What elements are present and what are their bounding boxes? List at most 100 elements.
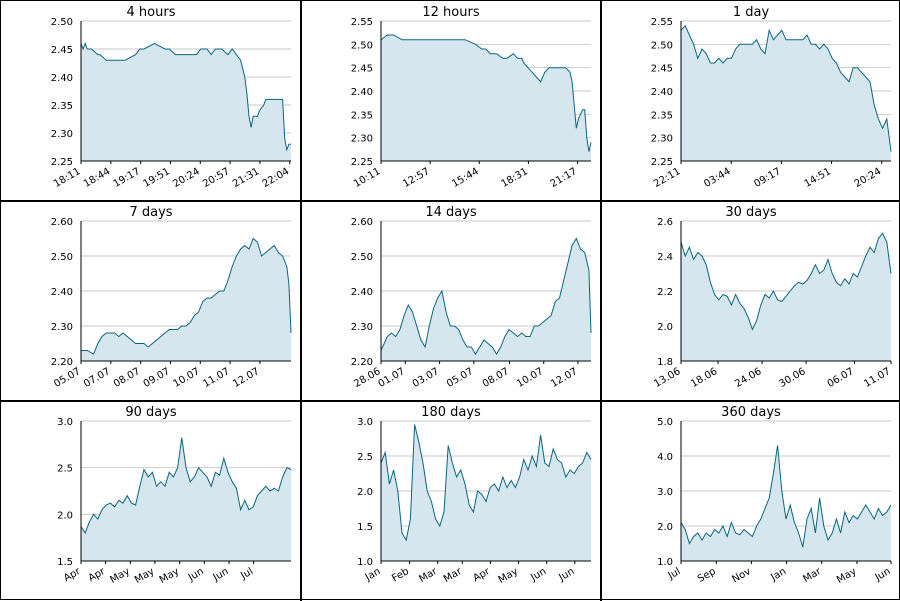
y-tick-label: 2.30 bbox=[51, 322, 73, 333]
y-tick-label: 2.50 bbox=[51, 252, 73, 263]
x-tick-label: 30.06 bbox=[777, 366, 807, 390]
chart-svg: 30 days 2.6 2.4 2.2 2.0 1.813.06 18.06 24.06 30.… bbox=[652, 205, 892, 390]
series-line bbox=[81, 237, 292, 355]
series-area bbox=[81, 238, 291, 361]
x-tick-label: Nov bbox=[730, 566, 752, 585]
x-tick-label: 12.07 bbox=[231, 366, 261, 390]
chart-title: 4 hours bbox=[127, 5, 176, 20]
y-tick-label: 2.40 bbox=[351, 287, 373, 298]
y-tick-label: 3.0 bbox=[657, 487, 673, 498]
chart-title: 360 days bbox=[721, 405, 781, 420]
series-line bbox=[680, 445, 892, 548]
y-tick-label: 2.50 bbox=[351, 252, 373, 263]
y-tick-label: 1.0 bbox=[357, 557, 373, 568]
y-tick-label: 2.5 bbox=[57, 464, 73, 475]
x-tick-label: 18:44 bbox=[82, 166, 112, 190]
series-area bbox=[681, 25, 891, 162]
y-tick-label: 1.5 bbox=[357, 522, 373, 533]
x-tick-label: 24.06 bbox=[733, 366, 763, 390]
x-tick-label: 21:17 bbox=[549, 166, 579, 190]
y-tick-label: 1.0 bbox=[657, 557, 673, 568]
y-tick-label: 2.6 bbox=[657, 217, 673, 228]
y-tick-label: 2.25 bbox=[651, 157, 673, 168]
x-tick-label: Jan bbox=[363, 566, 383, 584]
x-tick-label: Jan bbox=[768, 566, 788, 584]
x-tick-label: May bbox=[835, 566, 858, 586]
y-tick-label: 2.25 bbox=[51, 157, 73, 168]
chart-title: 90 days bbox=[125, 405, 177, 420]
x-tick-label: May bbox=[108, 566, 131, 586]
x-tick-label: 08.07 bbox=[112, 366, 142, 390]
x-tick-label: Jul bbox=[238, 566, 255, 582]
x-tick-label: 12.07 bbox=[549, 366, 579, 390]
y-tick-label: 2.2 bbox=[657, 287, 673, 298]
y-tick-label: 2.30 bbox=[651, 134, 673, 145]
y-tick-label: 2.60 bbox=[351, 217, 373, 228]
x-tick-label: 14:51 bbox=[803, 166, 833, 190]
y-tick-label: 2.0 bbox=[657, 522, 673, 533]
y-tick-label: 2.50 bbox=[51, 17, 73, 28]
x-tick-label: Apr bbox=[471, 566, 492, 585]
y-tick-label: 2.4 bbox=[657, 252, 673, 263]
x-tick-label: 28.06 bbox=[352, 366, 382, 390]
divider-horizontal bbox=[1, 400, 900, 402]
x-tick-label: May bbox=[497, 566, 520, 586]
x-tick-label: 06.07 bbox=[826, 366, 856, 390]
x-tick-label: 01.07 bbox=[377, 366, 407, 390]
divider-horizontal bbox=[1, 200, 900, 202]
y-tick-label: 4.0 bbox=[657, 452, 673, 463]
y-tick-label: 2.0 bbox=[657, 322, 673, 333]
y-tick-label: 2.35 bbox=[651, 110, 673, 121]
series-line bbox=[80, 437, 292, 535]
y-tick-label: 2.45 bbox=[51, 45, 73, 56]
x-tick-label: Jul bbox=[666, 566, 683, 582]
x-tick-label: Mar bbox=[442, 566, 465, 585]
series-area bbox=[381, 35, 591, 161]
x-tick-label: 20:24 bbox=[171, 166, 201, 190]
chart-panel-30-days: 30 days 2.6 2.4 2.2 2.0 1.8 13.06 18.06 24.06 30.… bbox=[601, 201, 900, 401]
chart-panel-12-hours: 12 hours 2.55 2.50 2.45 2.40 2.35 2.30 2.25 10:1… bbox=[301, 1, 601, 201]
y-tick-label: 2.30 bbox=[351, 134, 373, 145]
series-area bbox=[381, 424, 591, 561]
chart-panel-180-days: 180 days 3.0 2.5 2.0 1.5 1.0 Jan Feb Mar Mar Apr Ma… bbox=[301, 401, 601, 601]
series-line bbox=[380, 424, 592, 542]
y-tick-label: 2.30 bbox=[51, 129, 73, 140]
chart-title: 7 days bbox=[129, 205, 172, 220]
y-tick-label: 2.25 bbox=[351, 157, 373, 168]
x-tick-label: Jun bbox=[873, 566, 893, 584]
y-tick-label: 2.20 bbox=[351, 357, 373, 368]
y-tick-label: 2.60 bbox=[51, 217, 73, 228]
chart-panel-1-day: 1 day 2.55 2.50 2.45 2.40 2.35 2.30 2.25 22:11 03… bbox=[601, 1, 900, 201]
x-tick-label: 18:31 bbox=[499, 166, 529, 190]
y-tick-label: 3.0 bbox=[57, 417, 73, 428]
y-tick-label: 2.0 bbox=[57, 510, 73, 521]
y-tick-label: 2.0 bbox=[357, 487, 373, 498]
x-tick-label: 12:57 bbox=[401, 166, 431, 190]
x-tick-label: 22:11 bbox=[652, 166, 682, 190]
x-tick-label: 13.06 bbox=[652, 366, 682, 390]
x-tick-label: Jun bbox=[186, 566, 206, 584]
chart-panel-360-days: 360 days 5.0 4.0 3.0 2.0 1.0 Jul Sep Nov Jan Mar Ma… bbox=[601, 401, 900, 601]
y-tick-label: 5.0 bbox=[657, 417, 673, 428]
x-tick-label: May bbox=[133, 566, 156, 586]
x-tick-label: Apr bbox=[87, 566, 108, 585]
x-tick-label: 18.06 bbox=[689, 366, 719, 390]
y-tick-label: 2.45 bbox=[651, 64, 673, 75]
y-tick-label: 2.35 bbox=[51, 101, 73, 112]
x-tick-label: Sep bbox=[696, 566, 718, 585]
y-tick-label: 2.30 bbox=[351, 322, 373, 333]
x-tick-label: Jun bbox=[528, 566, 548, 584]
series-area bbox=[381, 238, 591, 361]
x-tick-label: 03.07 bbox=[411, 366, 441, 390]
x-tick-label: 20:57 bbox=[201, 166, 231, 190]
divider-vertical bbox=[600, 1, 602, 601]
series-area bbox=[81, 437, 291, 561]
x-tick-label: 05.07 bbox=[445, 366, 475, 390]
chart-title: 14 days bbox=[425, 205, 477, 220]
